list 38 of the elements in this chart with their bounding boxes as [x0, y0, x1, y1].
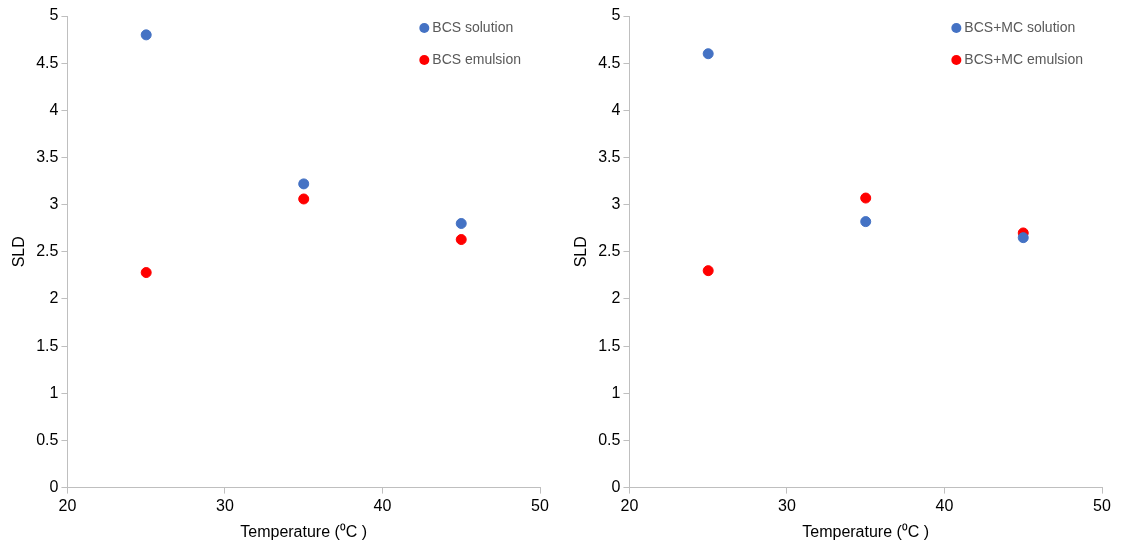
x-tick-label: 50: [1093, 496, 1111, 514]
y-tick-label: 5: [49, 6, 59, 24]
legend-label: BCS+MC solution: [964, 18, 1076, 35]
y-tick-label: 4.5: [598, 53, 621, 71]
legend-label: BCS solution: [432, 18, 514, 35]
y-tick-label: 1: [49, 383, 59, 401]
y-tick-label: 3.5: [36, 147, 59, 165]
y-tick-label: 0: [49, 478, 59, 496]
y-axis-title: SLD: [572, 236, 590, 268]
y-tick-label: 1.5: [36, 336, 59, 354]
x-tick-label: 20: [58, 496, 77, 514]
y-tick-label: 1.5: [598, 336, 621, 354]
x-tick-label: 30: [778, 496, 796, 514]
y-tick-label: 0.5: [598, 430, 621, 448]
y-tick-label: 1: [611, 383, 621, 401]
x-tick-label: 20: [620, 496, 639, 514]
y-tick-label: 0.5: [36, 430, 59, 448]
x-axis-title: Temperature (⁰C ): [240, 522, 368, 540]
y-tick-label: 2: [49, 289, 59, 307]
y-tick-label: 3: [49, 195, 59, 213]
x-axis-title: Temperature (⁰C ): [802, 522, 930, 540]
legend-label: BCS+MC emulsion: [964, 50, 1083, 67]
y-tick-label: 2: [611, 289, 621, 307]
y-tick-label: 3: [611, 195, 621, 213]
x-tick-label: 40: [373, 496, 392, 514]
x-tick-label: 50: [531, 496, 549, 514]
y-tick-label: 4: [49, 100, 59, 118]
y-tick-label: 0: [611, 478, 621, 496]
y-axis-title: SLD: [10, 236, 28, 268]
legend-label: BCS emulsion: [432, 50, 521, 67]
y-tick-label: 3.5: [598, 147, 621, 165]
y-tick-label: 4: [611, 100, 621, 118]
x-tick-label: 40: [935, 496, 954, 514]
y-tick-label: 5: [611, 6, 621, 24]
y-tick-label: 2.5: [598, 242, 621, 260]
y-tick-label: 4.5: [36, 53, 59, 71]
y-tick-label: 2.5: [36, 242, 59, 260]
x-tick-label: 30: [216, 496, 234, 514]
